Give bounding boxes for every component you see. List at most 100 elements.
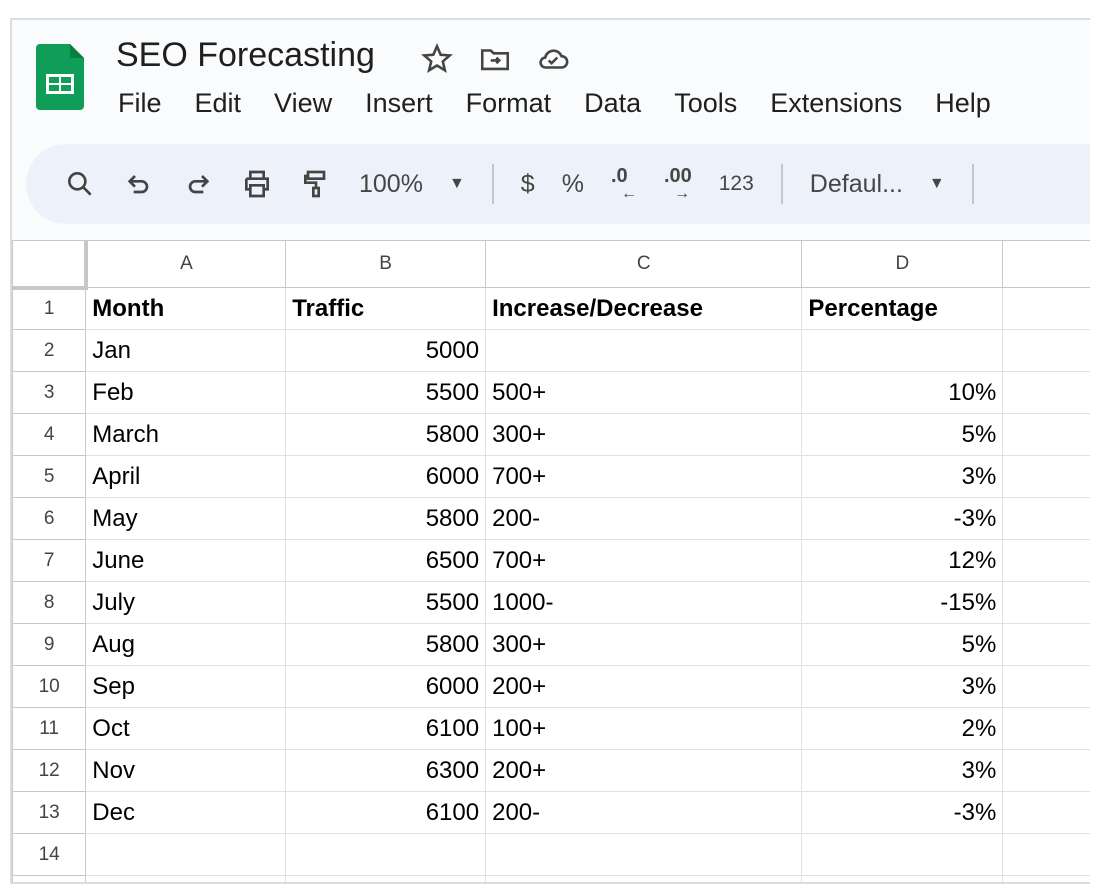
cell[interactable]: 6100 bbox=[285, 791, 487, 834]
cell[interactable]: Traffic bbox=[285, 287, 487, 330]
row-header[interactable]: 13 bbox=[12, 791, 87, 834]
row-header[interactable]: 6 bbox=[12, 497, 87, 540]
row-header[interactable]: 9 bbox=[12, 623, 87, 666]
menu-extensions[interactable]: Extensions bbox=[770, 88, 903, 118]
row-header[interactable]: 8 bbox=[12, 581, 87, 624]
cell[interactable]: 10% bbox=[801, 371, 1004, 414]
redo-icon[interactable] bbox=[182, 164, 214, 204]
cell[interactable]: -3% bbox=[801, 791, 1004, 834]
menu-file[interactable]: File bbox=[118, 88, 162, 118]
menu-data[interactable]: Data bbox=[584, 88, 642, 118]
document-title[interactable]: SEO Forecasting bbox=[116, 36, 375, 74]
cell[interactable] bbox=[285, 833, 487, 876]
cell[interactable]: Month bbox=[85, 287, 287, 330]
sheets-logo-icon[interactable] bbox=[36, 44, 84, 110]
cell[interactable] bbox=[485, 833, 803, 876]
increase-decimal-button[interactable]: .00 → bbox=[664, 164, 692, 204]
cell[interactable] bbox=[1002, 455, 1090, 498]
cell[interactable] bbox=[485, 329, 803, 372]
cell[interactable]: 200+ bbox=[485, 665, 803, 708]
select-all-corner[interactable] bbox=[12, 240, 88, 290]
cell[interactable]: 5500 bbox=[285, 581, 487, 624]
menu-insert[interactable]: Insert bbox=[365, 88, 433, 118]
cell[interactable]: 1000- bbox=[485, 581, 803, 624]
row-header[interactable]: 5 bbox=[12, 455, 87, 498]
cell[interactable] bbox=[1002, 833, 1090, 876]
cell[interactable]: 200- bbox=[485, 497, 803, 540]
cell[interactable] bbox=[1002, 497, 1090, 540]
cell[interactable] bbox=[85, 833, 287, 876]
cell[interactable]: 6000 bbox=[285, 455, 487, 498]
cell[interactable] bbox=[1002, 287, 1090, 330]
undo-icon[interactable] bbox=[123, 164, 155, 204]
number-format-button[interactable]: 123 bbox=[718, 172, 754, 195]
cell[interactable] bbox=[1002, 623, 1090, 666]
cell[interactable]: 700+ bbox=[485, 539, 803, 582]
column-header[interactable] bbox=[1002, 240, 1090, 288]
cell[interactable]: 3% bbox=[801, 455, 1004, 498]
cell[interactable]: 3% bbox=[801, 665, 1004, 708]
cell[interactable] bbox=[801, 833, 1004, 876]
cell[interactable]: 6300 bbox=[285, 749, 487, 792]
cell[interactable]: May bbox=[85, 497, 287, 540]
cell[interactable] bbox=[1002, 665, 1090, 708]
cell[interactable]: June bbox=[85, 539, 287, 582]
column-header[interactable]: C bbox=[485, 240, 803, 288]
menu-edit[interactable]: Edit bbox=[194, 88, 242, 118]
cell[interactable]: 6500 bbox=[285, 539, 487, 582]
cell[interactable]: 5% bbox=[801, 623, 1004, 666]
cell[interactable]: 3% bbox=[801, 749, 1004, 792]
cell[interactable]: 300+ bbox=[485, 413, 803, 456]
row-header[interactable]: 14 bbox=[12, 833, 87, 876]
cell[interactable]: 6100 bbox=[285, 707, 487, 750]
cell[interactable]: Oct bbox=[85, 707, 287, 750]
menu-tools[interactable]: Tools bbox=[674, 88, 738, 118]
cell[interactable]: 12% bbox=[801, 539, 1004, 582]
cell[interactable]: 200+ bbox=[485, 749, 803, 792]
column-header[interactable]: D bbox=[801, 240, 1004, 288]
cell[interactable]: -3% bbox=[801, 497, 1004, 540]
cell[interactable]: 5800 bbox=[285, 623, 487, 666]
cell[interactable] bbox=[1002, 539, 1090, 582]
cell[interactable] bbox=[1002, 875, 1090, 882]
row-header[interactable]: 4 bbox=[12, 413, 87, 456]
cell[interactable]: 100+ bbox=[485, 707, 803, 750]
zoom-select[interactable]: 100% ▼ bbox=[359, 164, 465, 204]
cell[interactable]: Nov bbox=[85, 749, 287, 792]
cell[interactable]: Jan bbox=[85, 329, 287, 372]
row-header[interactable]: 7 bbox=[12, 539, 87, 582]
cell[interactable] bbox=[485, 875, 803, 882]
move-to-folder-icon[interactable] bbox=[478, 42, 512, 76]
row-header[interactable]: 15 bbox=[12, 875, 87, 882]
cell[interactable]: 300+ bbox=[485, 623, 803, 666]
paint-format-icon[interactable] bbox=[300, 164, 332, 204]
cell[interactable]: 200- bbox=[485, 791, 803, 834]
cell[interactable]: 5000 bbox=[285, 329, 487, 372]
row-header[interactable]: 11 bbox=[12, 707, 87, 750]
cell[interactable] bbox=[1002, 413, 1090, 456]
row-header[interactable]: 12 bbox=[12, 749, 87, 792]
cell[interactable] bbox=[801, 875, 1004, 882]
cell[interactable]: 500+ bbox=[485, 371, 803, 414]
search-icon[interactable] bbox=[64, 164, 96, 204]
cell[interactable]: Percentage bbox=[801, 287, 1004, 330]
cell[interactable]: 5500 bbox=[285, 371, 487, 414]
cell[interactable]: 5800 bbox=[285, 497, 487, 540]
cell[interactable]: 6000 bbox=[285, 665, 487, 708]
cell[interactable]: -15% bbox=[801, 581, 1004, 624]
cell[interactable]: Increase/Decrease bbox=[485, 287, 803, 330]
decrease-decimal-button[interactable]: .0 ← bbox=[611, 164, 637, 204]
cell[interactable]: Sep bbox=[85, 665, 287, 708]
cell[interactable] bbox=[1002, 329, 1090, 372]
cell[interactable] bbox=[85, 875, 287, 882]
row-header[interactable]: 3 bbox=[12, 371, 87, 414]
cell[interactable] bbox=[801, 329, 1004, 372]
cell[interactable]: July bbox=[85, 581, 287, 624]
cloud-saved-icon[interactable] bbox=[536, 42, 570, 76]
column-header[interactable]: A bbox=[85, 240, 287, 288]
cell[interactable] bbox=[1002, 791, 1090, 834]
font-select[interactable]: Defaul... ▼ bbox=[810, 164, 945, 204]
menu-format[interactable]: Format bbox=[465, 88, 552, 118]
row-header[interactable]: 1 bbox=[12, 287, 87, 330]
cell[interactable] bbox=[1002, 371, 1090, 414]
